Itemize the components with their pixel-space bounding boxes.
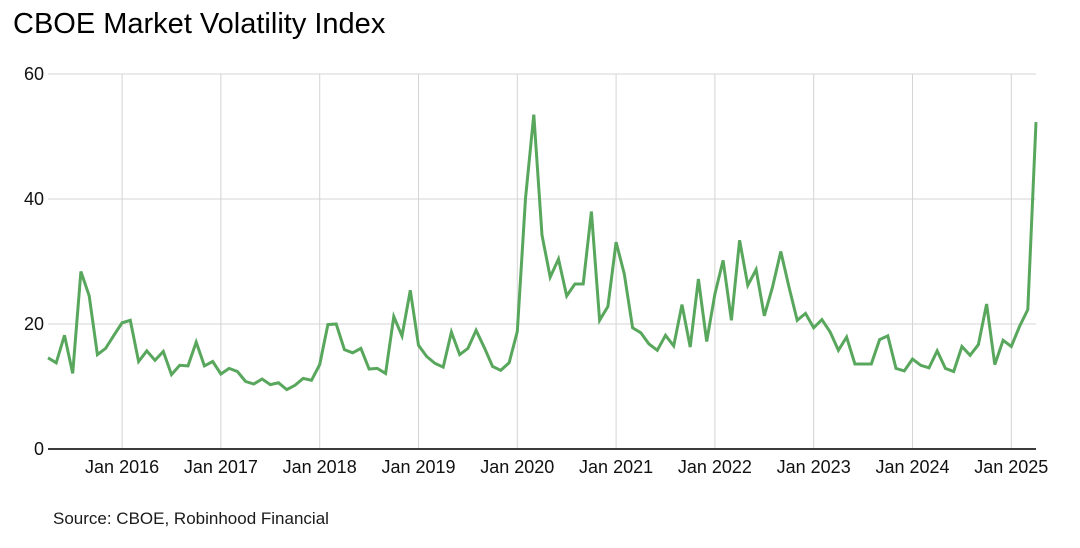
x-axis-tick-label: Jan 2019 xyxy=(381,457,456,477)
x-axis-tick-label: Jan 2018 xyxy=(282,457,357,477)
y-axis-tick-label: 60 xyxy=(23,64,44,84)
x-axis-tick-label: Jan 2021 xyxy=(579,457,654,477)
x-axis-tick-label: Jan 2022 xyxy=(677,457,752,477)
y-axis-tick-label: 0 xyxy=(33,439,44,459)
vix-line xyxy=(47,114,1038,392)
y-axis-tick-label: 40 xyxy=(23,189,44,209)
x-axis-tick-label: Jan 2024 xyxy=(875,457,950,477)
chart-title: CBOE Market Volatility Index xyxy=(13,8,386,40)
y-axis-tick-label: 20 xyxy=(23,314,44,334)
x-axis-tick-label: Jan 2020 xyxy=(480,457,555,477)
x-axis-tick-label: Jan 2025 xyxy=(974,457,1049,477)
source-caption: Source: CBOE, Robinhood Financial xyxy=(53,509,329,528)
x-axis-tick-label: Jan 2017 xyxy=(183,457,258,477)
x-axis-tick-label: Jan 2023 xyxy=(776,457,851,477)
x-axis-tick-label: Jan 2016 xyxy=(85,457,160,477)
